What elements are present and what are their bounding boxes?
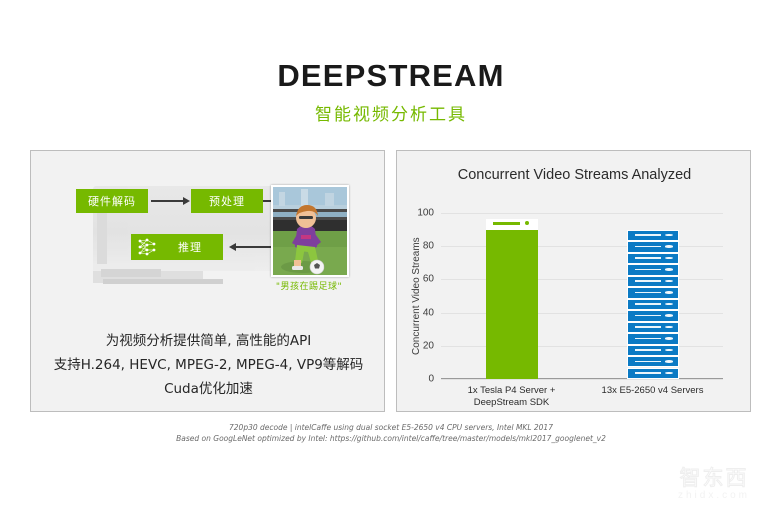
server-slot <box>634 303 661 305</box>
server-unit-icon <box>626 344 679 356</box>
bar-tesla-p4-deepstream <box>485 229 538 379</box>
description-block: 为视频分析提供简单, 高性能的API 支持H.264, HEVC, MPEG-2… <box>31 329 386 401</box>
footnote-line-2: Based on GoogLeNet optimized by Intel: h… <box>176 434 606 443</box>
y-axis-tick: 60 <box>422 273 434 285</box>
chart-category-label-line: 1x Tesla P4 Server + <box>467 385 556 396</box>
arrowhead-left-inference <box>229 243 236 251</box>
chart-category-label: 13x E5-2650 v4 Servers <box>578 385 728 397</box>
server-unit-icon <box>626 333 679 345</box>
sample-photo-boy-playing-soccer <box>271 185 349 277</box>
server-led <box>524 221 529 226</box>
server-unit-icon <box>626 264 679 276</box>
watermark: 智东西 zhidx.com <box>658 466 770 502</box>
chart-category-label: 1x Tesla P4 Server + DeepStream SDK <box>437 385 587 409</box>
server-slot <box>492 221 520 225</box>
server-slot <box>634 257 661 259</box>
server-unit-icon <box>626 321 679 334</box>
y-axis-tick: 40 <box>422 307 434 319</box>
gridline: 80 <box>423 241 723 252</box>
y-axis-tick: 80 <box>422 240 434 252</box>
server-unit-icon <box>626 252 679 265</box>
server-unit-icon <box>626 367 679 379</box>
server-led <box>664 256 673 260</box>
flow-box-preprocess: 预处理 <box>191 189 263 213</box>
server-led <box>664 245 673 248</box>
server-slot <box>634 268 661 271</box>
server-slot <box>634 349 661 351</box>
footnote-line-1: 720p30 decode | intelCaffe using dual so… <box>229 423 553 432</box>
flow-box-hardware-decode: 硬件解码 <box>76 189 148 213</box>
server-led <box>664 314 673 317</box>
server-slot <box>634 360 661 363</box>
server-slot <box>634 280 661 282</box>
server-unit-icon <box>626 287 679 299</box>
server-led <box>664 233 673 237</box>
chart-plot-area: 0 20 40 60 80 100 <box>417 208 723 385</box>
server-led <box>664 360 673 363</box>
photo-graphic <box>273 187 347 275</box>
server-unit-icon <box>626 241 679 253</box>
server-unit-icon <box>626 356 679 368</box>
server-slot <box>634 314 661 317</box>
server-unit-icon <box>626 275 679 288</box>
server-slot <box>634 337 661 340</box>
page-subtitle: 智能视频分析工具 <box>315 105 467 125</box>
arrowhead-right-preprocess <box>183 197 190 205</box>
server-led <box>664 325 673 329</box>
photo-caption: "男孩在踢足球" <box>275 282 343 292</box>
neural-network-icon <box>138 238 156 256</box>
gpu-card-connector <box>103 279 223 284</box>
server-led <box>664 371 673 375</box>
description-line-1: 为视频分析提供简单, 高性能的API <box>105 333 312 349</box>
flow-box-inference: 推理 <box>131 234 223 260</box>
gridline: 40 <box>423 307 723 318</box>
description-line-2: 支持H.264, HEVC, MPEG-2, MPEG-4, VP9等解码 <box>53 357 364 373</box>
watermark-logo-cn: 智东西 <box>679 466 749 491</box>
server-slot <box>634 245 661 248</box>
gpu-card-bracket <box>101 269 161 277</box>
watermark-url: zhidx.com <box>677 490 750 501</box>
server-led <box>664 302 673 306</box>
chart-category-label-line: 13x E5-2650 v4 Servers <box>601 385 704 396</box>
server-slot <box>634 326 661 328</box>
chart-x-axis <box>441 378 723 379</box>
server-unit-icon <box>485 218 538 230</box>
description-line-3: Cuda优化加速 <box>164 381 253 397</box>
chart-title: Concurrent Video Streams Analyzed <box>457 167 692 183</box>
y-axis-tick: 20 <box>422 340 434 352</box>
server-unit-icon <box>626 298 679 311</box>
gridline: 100 <box>417 208 723 219</box>
server-slot <box>634 234 661 236</box>
left-panel: 硬件解码 预处理 推理 <box>30 150 385 412</box>
server-slot <box>634 372 661 374</box>
arrow-to-inference <box>236 246 287 248</box>
server-unit-icon <box>626 229 679 242</box>
server-led <box>664 279 673 283</box>
chart-category-label-line: DeepStream SDK <box>473 397 550 408</box>
server-unit-icon <box>626 310 679 322</box>
gridline: 0 <box>428 374 723 385</box>
server-led <box>664 268 673 271</box>
footnote: 720p30 decode | intelCaffe using dual so… <box>0 422 782 444</box>
gridline: 20 <box>423 340 723 351</box>
flow-box-label: 预处理 <box>209 195 245 208</box>
server-led <box>664 337 673 340</box>
y-axis-tick: 0 <box>428 373 434 385</box>
gridline: 60 <box>423 274 723 285</box>
flow-box-label: 推理 <box>178 241 202 254</box>
chart-y-axis-label: Concurrent Video Streams <box>411 237 422 355</box>
y-axis-tick: 100 <box>417 207 434 219</box>
page-title: DEEPSTREAM <box>277 58 505 93</box>
arrow-decode-to-preprocess <box>151 200 183 202</box>
server-slot <box>634 291 661 294</box>
flow-box-label: 硬件解码 <box>88 195 136 208</box>
server-led <box>664 291 673 294</box>
right-panel: Concurrent Video Streams Analyzed Concur… <box>396 150 751 412</box>
server-led <box>664 348 673 352</box>
